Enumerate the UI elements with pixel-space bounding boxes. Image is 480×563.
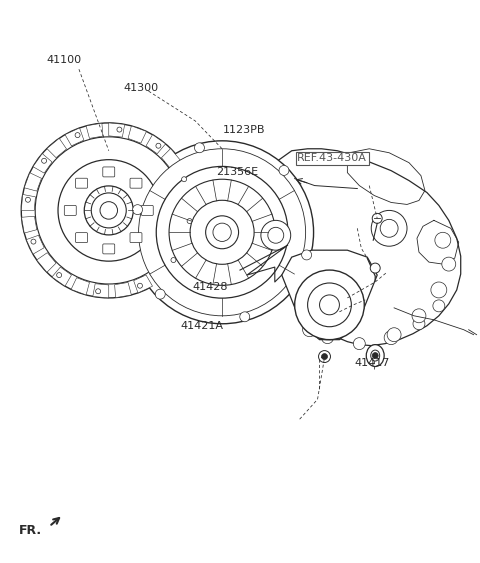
- Circle shape: [156, 143, 161, 148]
- Circle shape: [84, 186, 133, 235]
- Ellipse shape: [366, 345, 384, 367]
- Polygon shape: [181, 188, 196, 204]
- FancyBboxPatch shape: [103, 167, 115, 177]
- Circle shape: [57, 272, 61, 278]
- Text: 41417: 41417: [355, 358, 390, 368]
- Circle shape: [31, 239, 36, 244]
- Polygon shape: [109, 123, 125, 137]
- Circle shape: [431, 282, 447, 298]
- Polygon shape: [166, 248, 184, 267]
- Polygon shape: [33, 154, 52, 173]
- Polygon shape: [86, 123, 103, 138]
- Text: 41421A: 41421A: [180, 321, 223, 331]
- Circle shape: [187, 218, 192, 224]
- Circle shape: [268, 227, 284, 243]
- Text: 41300: 41300: [123, 83, 158, 93]
- Circle shape: [384, 330, 398, 345]
- Circle shape: [181, 177, 187, 182]
- Polygon shape: [36, 253, 56, 272]
- Polygon shape: [93, 284, 109, 298]
- Polygon shape: [22, 216, 37, 233]
- Polygon shape: [161, 149, 181, 168]
- Circle shape: [58, 160, 159, 261]
- Polygon shape: [133, 275, 153, 293]
- Circle shape: [240, 312, 250, 322]
- Circle shape: [387, 328, 401, 342]
- Polygon shape: [182, 211, 196, 226]
- Circle shape: [433, 300, 445, 312]
- Circle shape: [139, 149, 306, 316]
- Polygon shape: [176, 230, 193, 248]
- Text: 41100: 41100: [47, 55, 82, 65]
- Circle shape: [205, 216, 239, 249]
- Circle shape: [155, 289, 165, 299]
- Polygon shape: [26, 235, 44, 254]
- Polygon shape: [263, 149, 461, 346]
- Polygon shape: [282, 250, 377, 339]
- Circle shape: [42, 158, 47, 163]
- Circle shape: [370, 263, 380, 273]
- Circle shape: [380, 220, 398, 237]
- Circle shape: [308, 283, 351, 327]
- Polygon shape: [21, 194, 36, 211]
- Text: 1123PB: 1123PB: [223, 126, 266, 135]
- FancyBboxPatch shape: [64, 205, 76, 216]
- FancyBboxPatch shape: [141, 205, 153, 216]
- Circle shape: [302, 323, 316, 337]
- Circle shape: [320, 295, 339, 315]
- Polygon shape: [128, 126, 146, 143]
- Circle shape: [194, 143, 204, 153]
- Circle shape: [35, 137, 182, 284]
- Circle shape: [156, 167, 288, 298]
- Polygon shape: [115, 283, 132, 298]
- Circle shape: [100, 202, 118, 219]
- FancyBboxPatch shape: [130, 178, 142, 188]
- Polygon shape: [24, 173, 41, 191]
- Circle shape: [261, 220, 291, 250]
- FancyBboxPatch shape: [103, 244, 115, 254]
- Text: REF.43-430A: REF.43-430A: [297, 153, 367, 163]
- Polygon shape: [65, 128, 84, 146]
- Text: FR.: FR.: [19, 524, 42, 537]
- FancyBboxPatch shape: [75, 233, 87, 243]
- Circle shape: [372, 213, 382, 224]
- Polygon shape: [151, 263, 170, 283]
- Circle shape: [435, 233, 451, 248]
- Circle shape: [132, 205, 143, 215]
- Circle shape: [353, 338, 365, 350]
- Circle shape: [137, 283, 143, 288]
- Circle shape: [412, 309, 426, 323]
- Circle shape: [413, 318, 425, 330]
- Circle shape: [169, 179, 275, 285]
- Circle shape: [442, 257, 456, 271]
- Circle shape: [190, 200, 254, 264]
- Circle shape: [117, 127, 122, 132]
- Circle shape: [171, 257, 176, 262]
- Circle shape: [371, 211, 407, 246]
- Polygon shape: [71, 278, 89, 295]
- Polygon shape: [47, 138, 67, 158]
- Polygon shape: [52, 267, 72, 286]
- Circle shape: [295, 270, 364, 339]
- FancyBboxPatch shape: [130, 233, 142, 243]
- Circle shape: [301, 250, 312, 260]
- Circle shape: [96, 289, 101, 294]
- Circle shape: [319, 351, 330, 363]
- Circle shape: [131, 141, 313, 324]
- Polygon shape: [146, 135, 166, 154]
- Circle shape: [372, 352, 378, 359]
- Circle shape: [322, 332, 334, 343]
- Circle shape: [21, 123, 196, 298]
- Circle shape: [75, 133, 80, 137]
- Text: 21356E: 21356E: [216, 167, 258, 177]
- Circle shape: [279, 166, 289, 176]
- Ellipse shape: [371, 350, 380, 361]
- Text: 41428: 41428: [192, 282, 228, 292]
- Circle shape: [91, 193, 126, 228]
- Circle shape: [25, 197, 30, 202]
- FancyBboxPatch shape: [75, 178, 87, 188]
- Circle shape: [322, 354, 327, 360]
- Circle shape: [213, 223, 231, 242]
- Polygon shape: [173, 167, 191, 186]
